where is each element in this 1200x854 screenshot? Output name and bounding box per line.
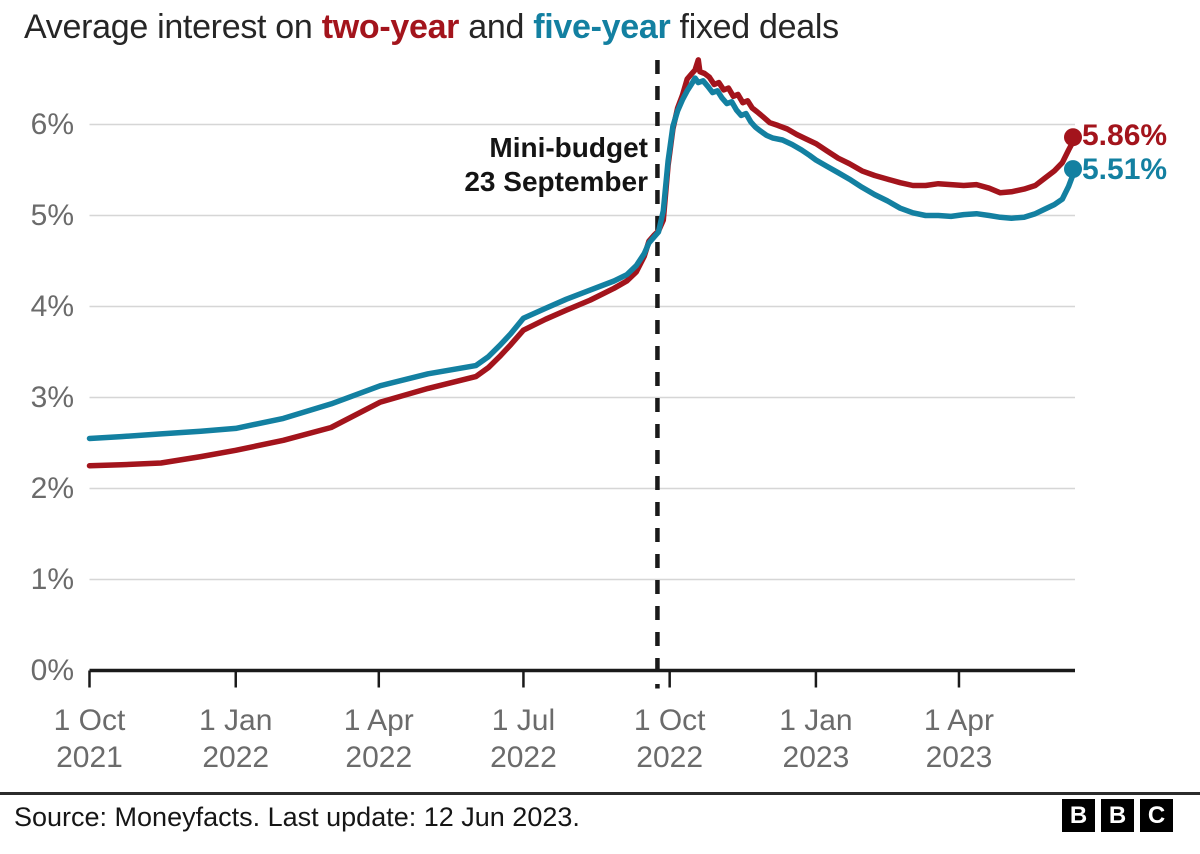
bbc-logo-block-b2: B: [1101, 799, 1134, 832]
x-label-year: 2023: [782, 741, 850, 774]
x-label-year: 2021: [56, 741, 123, 774]
x-label-date: 1 Apr: [343, 704, 414, 737]
title-suffix: fixed deals: [670, 8, 840, 46]
event-annotation-line1: Mini-budget: [489, 132, 648, 163]
x-axis-label-1Jan-2023: 1 Jan 2023: [741, 702, 891, 776]
x-label-date: 1 Oct: [53, 704, 126, 737]
y-axis-label-5%: 5%: [30, 198, 74, 232]
x-axis-label-1Oct-2021: 1 Oct 2021: [15, 702, 165, 776]
x-label-year: 2022: [636, 741, 704, 774]
five-year-end-dot: [1064, 160, 1082, 179]
y-axis-label-1%: 1%: [30, 562, 74, 596]
end-label-five-year: 5.51%: [1082, 153, 1168, 186]
two-year-end-dot: [1064, 128, 1082, 147]
title-two-year: two-year: [321, 8, 460, 46]
x-axis-label-1Jan-2022: 1 Jan 2022: [161, 702, 311, 776]
y-axis-label-0%: 0%: [30, 653, 74, 687]
two-year-line: [86, 57, 1078, 469]
five-year-line: [86, 75, 1078, 442]
bbc-logo-block-c: C: [1140, 799, 1173, 832]
y-axis-label-2%: 2%: [30, 471, 74, 505]
x-label-date: 1 Oct: [633, 704, 706, 737]
source-text: Source: Moneyfacts. Last update: 12 Jun …: [14, 802, 580, 832]
bbc-logo-block-b1: B: [1062, 799, 1095, 832]
x-label-year: 2022: [490, 741, 557, 774]
event-annotation: Mini-budget 23 September: [298, 131, 648, 199]
y-axis-label-3%: 3%: [30, 380, 74, 414]
x-axis-label-1Oct-2022: 1 Oct 2022: [595, 702, 745, 776]
y-axis-label-4%: 4%: [30, 289, 74, 323]
x-label-year: 2022: [345, 741, 413, 774]
x-axis-label-1Apr-2022: 1 Apr 2022: [304, 702, 454, 776]
x-label-year: 2022: [202, 741, 270, 774]
x-label-date: 1 Jan: [199, 704, 273, 737]
chart-title: Average interest on two-year and five-ye…: [24, 8, 839, 47]
x-label-date: 1 Apr: [923, 704, 994, 737]
x-axis-label-1Jul-2022: 1 Jul 2022: [448, 702, 598, 776]
y-axis-label-6%: 6%: [30, 107, 74, 141]
x-label-year: 2023: [925, 741, 993, 774]
title-prefix: Average interest on: [24, 8, 322, 46]
x-label-date: 1 Jan: [779, 704, 853, 737]
footer-divider: [0, 792, 1200, 795]
bbc-logo: B B C: [1062, 799, 1173, 832]
end-label-two-year: 5.86%: [1082, 119, 1168, 152]
x-axis-label-1Apr-2023: 1 Apr 2023: [884, 702, 1034, 776]
x-label-date: 1 Jul: [491, 704, 556, 737]
title-five-year: five-year: [533, 8, 671, 46]
title-middle: and: [459, 8, 534, 46]
event-annotation-line2: 23 September: [464, 166, 648, 197]
